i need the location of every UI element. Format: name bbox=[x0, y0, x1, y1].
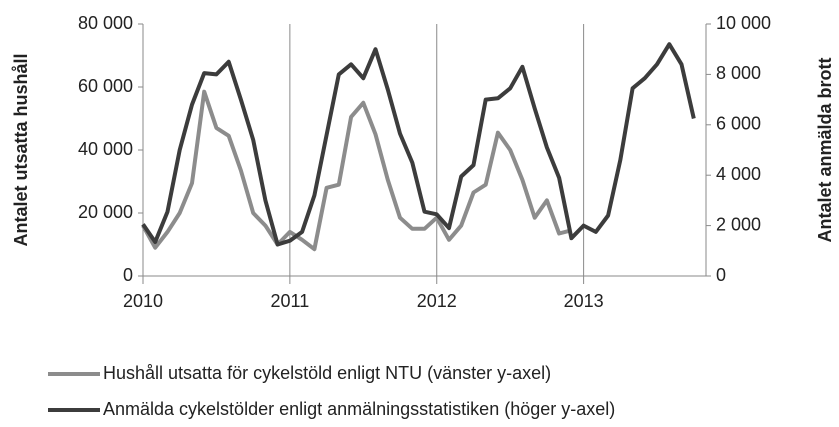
y-axis-title: Antalet utsatta hushåll bbox=[11, 53, 31, 246]
y2-axis-title: Antalet anmälda brott bbox=[815, 57, 835, 242]
y-tick-label: 20 000 bbox=[78, 202, 133, 222]
y2-tick-label: 4 000 bbox=[716, 164, 761, 184]
legend-label: Anmälda cykelstölder enligt anmälningsst… bbox=[103, 399, 615, 419]
y2-tick-label: 10 000 bbox=[716, 13, 771, 33]
y-tick-label: 80 000 bbox=[78, 13, 133, 33]
y2-tick-label: 6 000 bbox=[716, 114, 761, 134]
series-line bbox=[141, 89, 572, 252]
y-tick-label: 0 bbox=[123, 265, 133, 285]
y2-tick-label: 8 000 bbox=[716, 63, 761, 83]
legend-label: Hushåll utsatta för cykelstöld enligt NT… bbox=[103, 363, 551, 383]
series-line bbox=[141, 42, 696, 247]
y2-tick-label: 2 000 bbox=[716, 214, 761, 234]
y2-tick-label: 0 bbox=[716, 265, 726, 285]
x-tick-label: 2010 bbox=[123, 291, 163, 311]
y-tick-label: 40 000 bbox=[78, 139, 133, 159]
x-tick-label: 2011 bbox=[271, 291, 310, 311]
x-tick-label: 2012 bbox=[417, 291, 457, 311]
x-tick-label: 2013 bbox=[564, 291, 604, 311]
y-tick-label: 60 000 bbox=[78, 76, 133, 96]
